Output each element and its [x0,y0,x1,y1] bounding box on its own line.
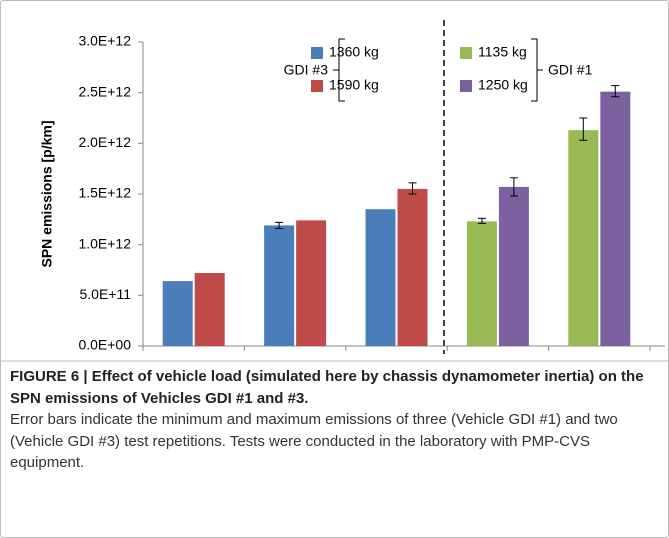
bar [498,186,529,346]
y-tick-label: 3.0E+12 [78,33,131,49]
bar [264,225,295,346]
x-tick-label: WLTC hot [467,361,529,362]
error-bar [611,85,620,98]
y-tick-label: 2.0E+12 [78,134,131,150]
error-bar [579,117,588,141]
bracket [333,38,345,102]
caption: FIGURE 6 | Effect of vehicle load (simul… [10,366,658,474]
caption-text: Error bars indicate the minimum and maxi… [10,411,618,471]
bar [162,281,193,346]
error-bar [275,221,284,229]
legend-swatch [311,47,323,59]
bracket [531,38,543,102]
bar [568,130,599,346]
error-bar [477,217,486,224]
bar [600,91,631,346]
legend-label: 1250 kg [478,77,528,93]
bar [365,209,396,346]
y-tick-label: 2.5E+12 [78,83,131,99]
legend-label: 1135 kg [478,44,527,60]
group-label: GDI #3 [284,62,329,78]
legend-swatch [460,47,472,59]
bar [397,188,428,346]
legend-swatch [460,80,472,92]
y-tick-label: 1.5E+12 [78,185,131,201]
x-tick-label: WLTC cold [565,361,633,362]
y-tick-label: 0.0E+00 [78,337,131,353]
legend-label: 1360 kg [329,44,379,60]
x-tick-label: NEDC hot [162,361,225,362]
chart: SPN emissions [p/km] GDI #3 GDI #1 0.0E+… [1,20,668,362]
x-tick-label: WLTC cold [362,361,430,362]
bar [194,273,225,346]
x-tick-label: WLTC hot [264,361,326,362]
error-bar [408,182,417,195]
group-label: GDI #1 [548,62,593,78]
error-bar [509,177,518,197]
caption-title: FIGURE 6 | Effect of vehicle load (simul… [10,368,644,407]
bar [296,220,327,346]
bar [466,221,497,346]
y-tick-label: 1.0E+12 [78,235,131,251]
legend-swatch [311,80,323,92]
legend-label: 1590 kg [329,77,379,93]
y-tick-label: 5.0E+11 [79,286,131,302]
y-axis-label: SPN emissions [p/km] [39,120,55,267]
